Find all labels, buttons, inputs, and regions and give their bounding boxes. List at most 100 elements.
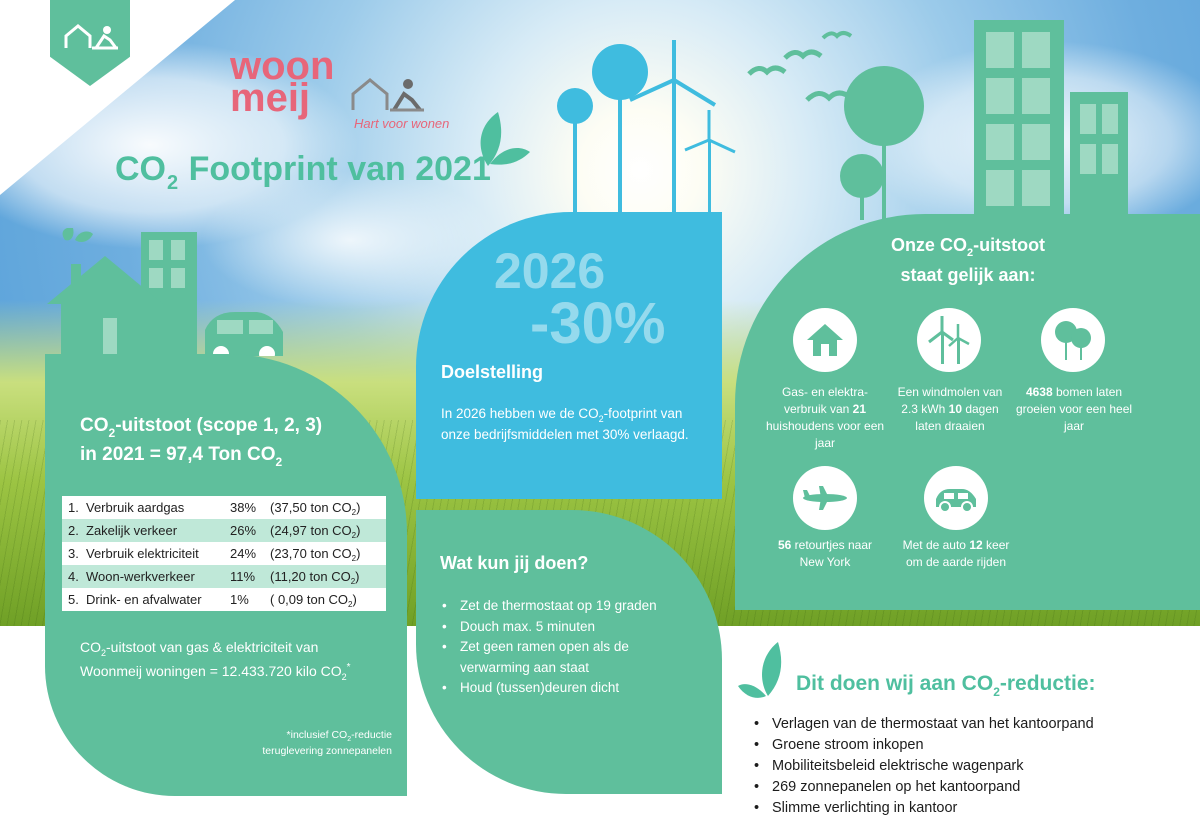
- logo-tagline: Hart voor wonen: [354, 116, 450, 131]
- subscript: 2: [351, 531, 357, 540]
- table-row: 5. Drink- en afvalwater 1% ( 0,09 ton CO2): [62, 588, 386, 611]
- footnote-line-2: teruglevering zonnepanelen: [262, 745, 392, 757]
- eq-value: 12: [969, 538, 983, 552]
- housing-line-2: Woonmeij woningen = 12.433.720 kilo CO2*: [80, 660, 400, 685]
- home-person-icon: [64, 24, 118, 50]
- row-amount-value: (37,50 ton CO: [270, 500, 352, 515]
- eq-value: 56: [777, 538, 792, 552]
- city-silhouette: [840, 20, 1128, 220]
- list-item: Verlagen van de thermostaat van het kant…: [752, 714, 1192, 735]
- actions-heading-text: -reductie:: [999, 672, 1096, 695]
- heading-text: -uitstoot: [973, 235, 1046, 255]
- heading-scope: -uitstoot (scope 1, 2, 3): [115, 415, 323, 436]
- house-icon: [793, 308, 857, 372]
- goal-text: In 2026 hebben we de CO2-footprint van o…: [441, 404, 711, 445]
- logo-line-2: meij: [230, 76, 311, 120]
- row-amount: (24,97 ton CO2): [270, 523, 386, 540]
- equivalent-text-house: Gas- en elektra-verbruik van 21 huishoud…: [765, 384, 885, 452]
- windmill-icon: [917, 308, 981, 372]
- birds-decoration: [747, 31, 853, 102]
- subscript: 2: [347, 736, 352, 743]
- row-number: 5.: [68, 592, 79, 607]
- row-amount: ( 0,09 ton CO2): [270, 592, 386, 609]
- eq-post: keer om de aarde rijden: [905, 538, 1010, 569]
- emissions-heading-line-2: in 2021 = 97,4 Ton CO2: [80, 441, 400, 470]
- title-co: CO: [115, 150, 166, 188]
- subscript: 2: [350, 577, 356, 586]
- list-item: Slimme verlichting in kantoor: [752, 798, 1192, 819]
- row-amount: (23,70 ton CO2): [270, 546, 386, 563]
- eq-post: huishoudens voor een jaar: [765, 419, 885, 450]
- list-item: Zet de thermostaat op 19 graden: [440, 596, 700, 617]
- footnote-line-1: *inclusief CO2-reductie: [232, 728, 392, 744]
- housing-emissions-text: CO2-uitstoot van gas & elektriciteit van…: [80, 636, 400, 685]
- equivalent-text-trees: 4638 bomen laten groeien voor een heel j…: [1014, 384, 1134, 435]
- equivalents-heading: Onze CO2-uitstoot staat gelijk aan:: [848, 232, 1088, 289]
- leaf-icon: [738, 642, 782, 698]
- trees-icon: [1041, 308, 1105, 372]
- table-row: 1. Verbruik aardgas 38% (37,50 ton CO2): [62, 496, 386, 519]
- list-item: Houd (tussen)deuren dicht: [440, 678, 700, 699]
- subscript: 2: [351, 554, 357, 563]
- logo-house-person-icon: [351, 78, 424, 112]
- row-number: 1.: [68, 500, 79, 515]
- subscript: 2: [351, 508, 357, 517]
- subscript: 2: [966, 247, 974, 259]
- title-text: Footprint van 2021: [188, 150, 491, 188]
- row-percent: 1%: [230, 592, 249, 607]
- row-label: Zakelijk verkeer: [86, 523, 178, 538]
- row-amount-value: ( 0,09 ton CO: [270, 592, 349, 607]
- emissions-heading-line-1: CO2-uitstoot (scope 1, 2, 3): [80, 412, 400, 441]
- eq-value: 21: [852, 402, 867, 416]
- subscript: 2: [101, 648, 107, 658]
- house-car-silhouette: [47, 228, 283, 356]
- row-amount-close: ): [352, 592, 357, 607]
- title-subscript: 2: [167, 172, 179, 194]
- airplane-icon: [793, 466, 857, 530]
- row-amount-value: (24,97 ton CO: [270, 523, 352, 538]
- row-amount-value: (23,70 ton CO: [270, 546, 352, 561]
- heading-subscript: 2: [275, 455, 283, 469]
- list-item: Groene stroom inkopen: [752, 735, 1192, 756]
- actions-list: Verlagen van de thermostaat van het kant…: [752, 714, 1192, 819]
- row-label: Verbruik aardgas: [86, 500, 185, 515]
- subscript: 2: [348, 600, 353, 609]
- equivalents-heading-line-1: Onze CO2-uitstoot: [848, 232, 1088, 262]
- row-label: Verbruik elektriciteit: [86, 546, 199, 561]
- trees-windmills-silhouette: [557, 40, 736, 215]
- logo-wordmark: woon meij: [230, 44, 335, 120]
- row-amount-close: ): [356, 546, 361, 561]
- tips-heading: Wat kun jij doen?: [440, 553, 589, 573]
- equivalents-heading-line-2: staat gelijk aan:: [900, 265, 1036, 285]
- goal-text-b: -footprint van onze bedrijfsmiddelen met…: [441, 406, 689, 442]
- eq-value: 4638: [1025, 385, 1053, 399]
- page-title: CO2 Footprint van 2021: [115, 150, 491, 194]
- eq-pre: Een windmolen van 2.3 kWh: [897, 385, 1003, 416]
- row-percent: 38%: [230, 500, 257, 515]
- subscript: 2: [993, 685, 1000, 699]
- heading-text: Onze CO: [890, 235, 967, 255]
- table-row: 4. Woon-werkverkeer 11% (11,20 ton CO2): [62, 565, 386, 588]
- eq-post: dagen laten draaien: [915, 402, 999, 433]
- list-item: 269 zonnepanelen op het kantoorpand: [752, 777, 1192, 798]
- row-amount: (11,20 ton CO2): [270, 569, 386, 586]
- equivalent-text-windmill: Een windmolen van 2.3 kWh 10 dagen laten…: [890, 384, 1010, 435]
- logo-line-1: woon: [230, 44, 335, 88]
- row-number: 4.: [68, 569, 79, 584]
- heading-co: CO: [80, 415, 109, 436]
- equivalents-panel: [735, 214, 1200, 610]
- goal-year: 2026: [494, 243, 606, 299]
- goal-percent: -30%: [530, 291, 666, 356]
- heading-subscript: 2: [108, 426, 116, 440]
- footnote-text: -reductie: [351, 729, 392, 741]
- housing-line-2-text: Woonmeij woningen = 12.433.720 kilo CO: [80, 663, 342, 679]
- row-amount-value: (11,20 ton CO: [270, 569, 351, 584]
- goal-text-a: In 2026 hebben we de CO: [441, 406, 599, 421]
- eq-post: retourtjes naar New York: [791, 538, 873, 569]
- row-number: 2.: [68, 523, 79, 538]
- row-amount-close: ): [356, 523, 361, 538]
- goal-panel: [416, 212, 722, 499]
- emissions-table: 1. Verbruik aardgas 38% (37,50 ton CO2) 2. Za…: [62, 496, 386, 611]
- eq-value: 10: [948, 402, 962, 416]
- heading-total: in 2021 = 97,4 Ton CO: [80, 444, 276, 465]
